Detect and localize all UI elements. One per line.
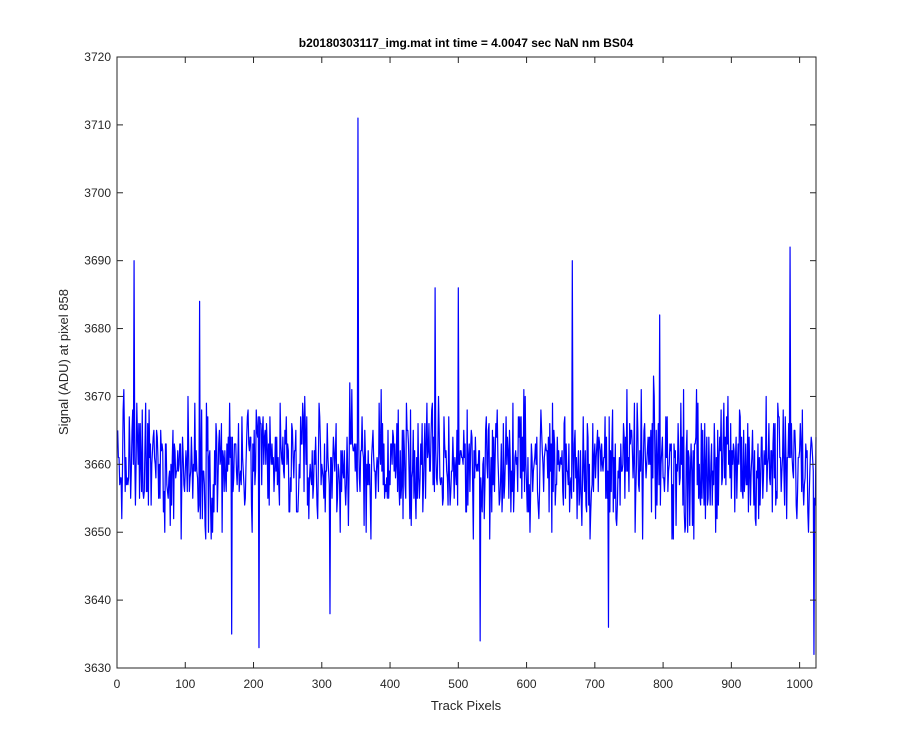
y-tick-label: 3670 xyxy=(84,389,111,403)
x-tick-label: 200 xyxy=(244,677,264,691)
y-tick-label: 3640 xyxy=(84,593,111,607)
y-tick-label: 3710 xyxy=(84,118,111,132)
x-tick-label: 600 xyxy=(517,677,537,691)
plot-area xyxy=(117,57,817,668)
y-tick-label: 3700 xyxy=(84,186,111,200)
x-tick-label: 1000 xyxy=(786,677,813,691)
x-tick-label: 0 xyxy=(114,677,121,691)
y-axis-ticks: 3630 3640 3650 3660 3670 3680 3690 3700 3710 3720 xyxy=(84,50,816,675)
x-tick-label: 800 xyxy=(653,677,673,691)
x-tick-label: 900 xyxy=(721,677,741,691)
y-tick-label: 3660 xyxy=(84,457,111,471)
axes-box xyxy=(116,56,817,669)
y-tick-label: 3650 xyxy=(84,525,111,539)
series-line xyxy=(117,117,817,656)
x-tick-label: 500 xyxy=(448,677,468,691)
x-tick-label: 300 xyxy=(312,677,332,691)
y-tick-label: 3690 xyxy=(84,254,111,268)
chart-title: b20180303117_img.mat int time = 4.0047 s… xyxy=(299,36,634,50)
x-tick-label: 100 xyxy=(175,677,195,691)
plot-background xyxy=(117,57,816,668)
x-tick-label: 700 xyxy=(585,677,605,691)
x-axis-ticks: 0 100 200 300 400 500 600 700 800 900 1000 xyxy=(114,57,813,691)
y-tick-label: 3720 xyxy=(84,50,111,64)
y-tick-label: 3630 xyxy=(84,661,111,675)
x-axis-label: Track Pixels xyxy=(431,698,502,713)
y-axis-label: Signal (ADU) at pixel 858 xyxy=(56,289,71,435)
x-tick-label: 400 xyxy=(380,677,400,691)
y-tick-label: 3680 xyxy=(84,322,111,336)
